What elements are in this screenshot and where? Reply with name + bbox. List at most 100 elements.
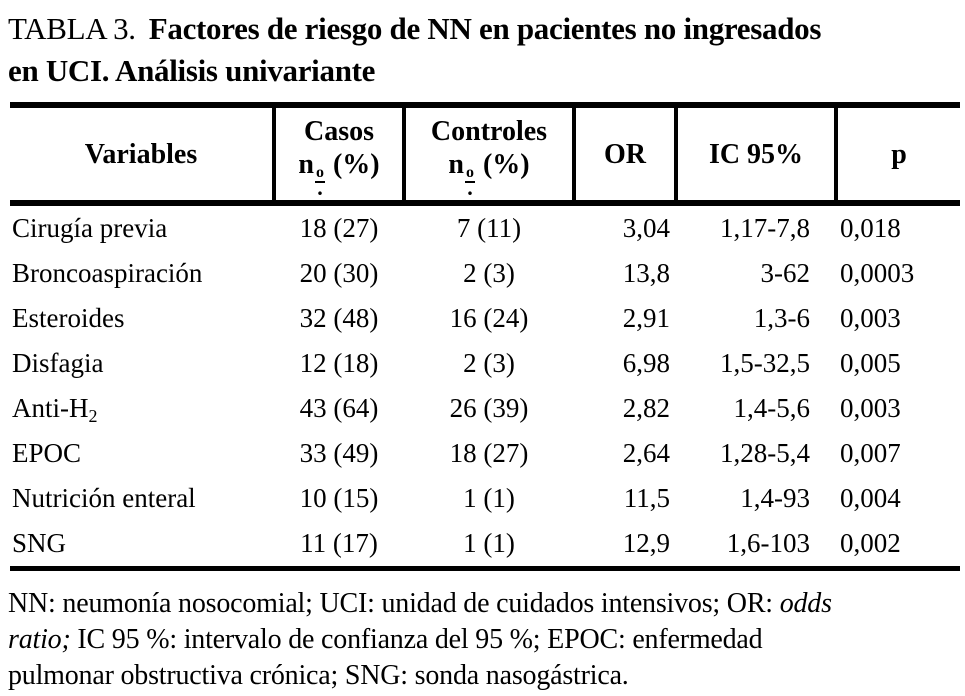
unit-percent: (%) <box>332 149 380 180</box>
cell-or: 13,8 <box>622 258 670 288</box>
cell-controles: 26 (39) <box>449 393 529 423</box>
variable-name: SNG <box>12 528 67 558</box>
table-footnote: NN: neumonía nosocomial; UCI: unidad de … <box>8 586 957 694</box>
table-row: Cirugía previa 18 (27) 7 (11) 3,04 1,17-… <box>10 203 960 251</box>
variable-name: Nutrición enteral <box>12 483 196 513</box>
table-row: SNG 11 (17) 1 (1) 12,9 1,6-103 0,002 <box>10 521 960 569</box>
cell-or: 11,5 <box>623 483 670 513</box>
ordinal-dot: . <box>467 175 473 200</box>
cell-casos: 43 (64) <box>299 393 379 423</box>
table-row: Esteroides 32 (48) 16 (24) 2,91 1,3-6 0,… <box>10 296 960 341</box>
cell-or: 6,98 <box>622 348 670 378</box>
table-title: TABLA 3. Factores de riesgo de NN en paci… <box>8 8 957 92</box>
cell-p: 0,0003 <box>840 258 915 288</box>
footnote-italic-text: ratio; <box>8 624 71 655</box>
unit-n: n <box>298 149 314 180</box>
column-header-p: p <box>834 105 960 206</box>
cell-ic95: 1,28-5,4 <box>720 438 810 468</box>
table-title-text-1: Factores de riesgo de NN en pacientes no… <box>148 11 822 46</box>
cell-controles: 1 (1) <box>463 528 515 558</box>
table-title-line1: TABLA 3. Factores de riesgo de NN en paci… <box>8 8 957 50</box>
cell-or: 2,91 <box>622 303 670 333</box>
risk-factors-table: Variables Casos n o. (%) Controles n o. (%) … <box>10 102 960 571</box>
cell-p: 0,004 <box>840 483 901 513</box>
unit-n: n <box>448 149 464 180</box>
cell-controles: 18 (27) <box>449 438 529 468</box>
table-body: Cirugía previa 18 (27) 7 (11) 3,04 1,17-… <box>10 203 960 569</box>
ordinal-indicator: o. <box>464 164 475 200</box>
cell-ic95: 1,6-103 <box>726 528 810 558</box>
column-header-controles: Controles n o. (%) <box>402 105 574 206</box>
cell-or: 2,64 <box>622 438 670 468</box>
cell-ic95: 1,4-93 <box>740 483 810 513</box>
cell-variable: Nutrición enteral <box>10 476 274 521</box>
cell-variable: Anti-H2 <box>10 386 274 431</box>
footnote-text: NN: neumonía nosocomial; UCI: unidad de … <box>8 588 780 619</box>
cell-ic95: 3-62 <box>760 258 811 288</box>
cell-casos: 11 (17) <box>300 528 378 558</box>
cell-variable: SNG <box>10 521 274 569</box>
unit-percent: (%) <box>482 149 530 180</box>
cell-controles: 16 (24) <box>449 303 529 333</box>
footnote-text: pulmonar obstructiva crónica; SNG: sonda… <box>8 660 629 691</box>
cell-or: 3,04 <box>622 213 670 243</box>
controles-unit: n o. (%) <box>408 148 570 200</box>
cell-variable: Esteroides <box>10 296 274 341</box>
cell-ic95: 1,17-7,8 <box>720 213 810 243</box>
footnote-line: ratio; IC 95 %: intervalo de confianza d… <box>8 622 957 658</box>
footnote-line: NN: neumonía nosocomial; UCI: unidad de … <box>8 586 957 622</box>
cell-or: 12,9 <box>622 528 670 558</box>
variable-name: Anti-H <box>12 393 89 423</box>
cell-p: 0,018 <box>840 213 901 243</box>
table-row: Nutrición enteral 10 (15) 1 (1) 11,5 1,4… <box>10 476 960 521</box>
variable-subscript: 2 <box>88 406 98 426</box>
cell-p: 0,003 <box>840 393 901 423</box>
cell-controles: 7 (11) <box>456 213 522 243</box>
ordinal-o: o <box>464 164 475 183</box>
cell-p: 0,003 <box>840 303 901 333</box>
cell-variable: Cirugía previa <box>10 203 274 251</box>
cell-variable: EPOC <box>10 431 274 476</box>
variable-name: Cirugía previa <box>12 213 168 243</box>
column-header-casos: Casos n o. (%) <box>272 105 404 206</box>
footnote-line: pulmonar obstructiva crónica; SNG: sonda… <box>8 658 957 694</box>
table-row: Broncoaspiración 20 (30) 2 (3) 13,8 3-62… <box>10 251 960 296</box>
table-title-text-2: en UCI. Análisis univariante <box>8 53 376 88</box>
ordinal-dot: . <box>317 175 323 200</box>
column-header-ic95: IC 95% <box>674 105 836 206</box>
cell-casos: 10 (15) <box>299 483 379 513</box>
column-header-variables: Variables <box>10 105 274 206</box>
ordinal-indicator: o. <box>314 164 325 200</box>
variable-name: Disfagia <box>12 348 104 378</box>
table-row: Disfagia 12 (18) 2 (3) 6,98 1,5-32,5 0,0… <box>10 341 960 386</box>
footnote-italic-text: odds <box>779 588 832 619</box>
table-header: Variables Casos n o. (%) Controles n o. (%) … <box>10 105 960 206</box>
cell-variable: Disfagia <box>10 341 274 386</box>
table-number-label: TABLA 3. <box>8 11 136 46</box>
table-title-line2: en UCI. Análisis univariante <box>8 50 957 92</box>
casos-label: Casos <box>303 116 374 147</box>
cell-casos: 32 (48) <box>299 303 379 333</box>
cell-casos: 18 (27) <box>299 213 379 243</box>
cell-controles: 1 (1) <box>463 483 515 513</box>
table-row: EPOC 33 (49) 18 (27) 2,64 1,28-5,4 0,007 <box>10 431 960 476</box>
ordinal-o: o <box>314 164 325 183</box>
cell-casos: 33 (49) <box>299 438 379 468</box>
footnote-text: IC 95 %: intervalo de confianza del 95 %… <box>70 624 763 655</box>
cell-variable: Broncoaspiración <box>10 251 274 296</box>
cell-casos: 12 (18) <box>299 348 379 378</box>
cell-ic95: 1,4-5,6 <box>733 393 811 423</box>
column-header-or: OR <box>572 105 676 206</box>
casos-unit: n o. (%) <box>278 148 400 200</box>
cell-or: 2,82 <box>622 393 670 423</box>
variable-name: Broncoaspiración <box>12 258 203 288</box>
cell-ic95: 1,5-32,5 <box>720 348 810 378</box>
controles-label: Controles <box>430 116 548 147</box>
cell-p: 0,005 <box>840 348 901 378</box>
variable-name: Esteroides <box>12 303 125 333</box>
cell-p: 0,002 <box>840 528 901 558</box>
cell-p: 0,007 <box>840 438 901 468</box>
variable-name: EPOC <box>12 438 82 468</box>
cell-controles: 2 (3) <box>463 258 515 288</box>
